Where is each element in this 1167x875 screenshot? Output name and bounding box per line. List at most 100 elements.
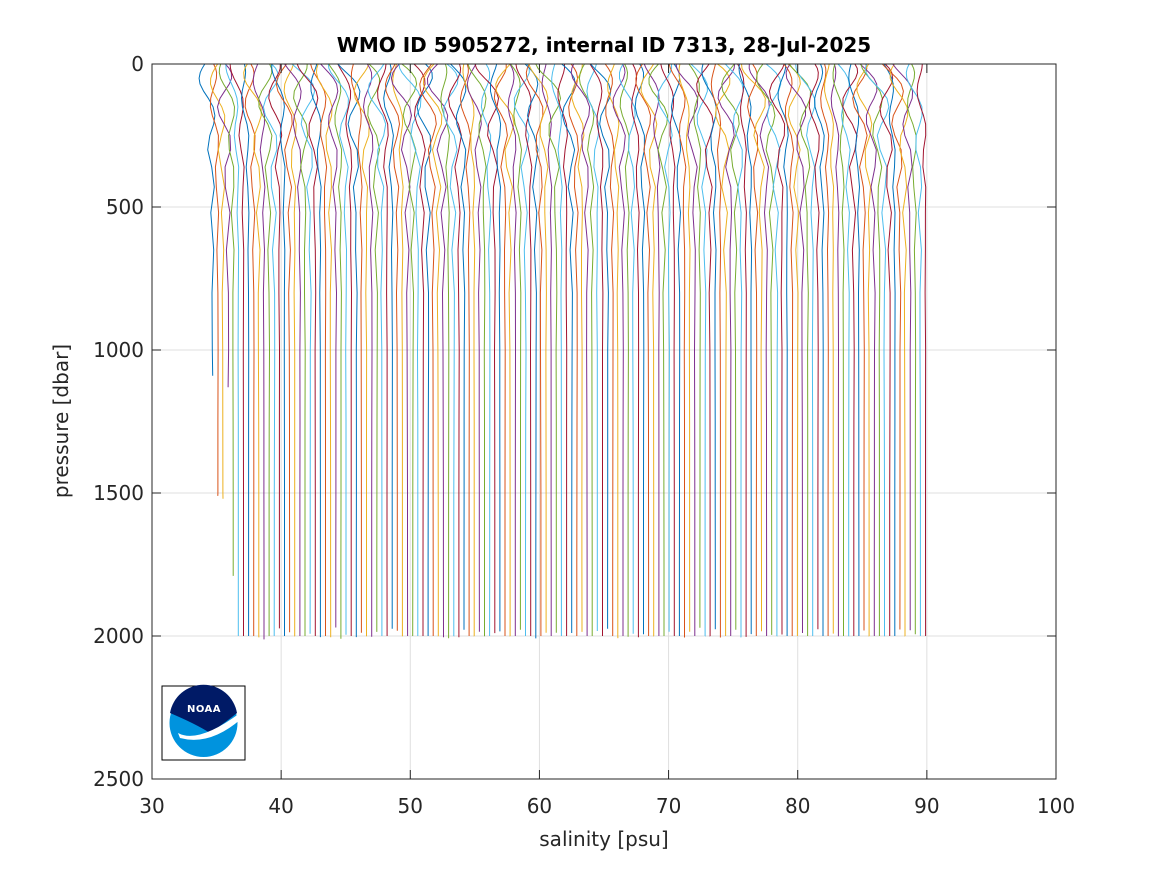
profile-line (268, 63, 283, 629)
profile-line (243, 63, 262, 638)
profile-line (864, 63, 890, 637)
profile-line (824, 63, 835, 634)
profile-line (881, 63, 904, 630)
profile-line (291, 63, 316, 634)
profile-line (507, 63, 517, 636)
profile-line (535, 63, 562, 633)
y-tick-label: 1000 (93, 338, 144, 362)
profile-line (327, 63, 349, 635)
profile-line (216, 63, 233, 388)
profile-line (607, 63, 620, 639)
profile-line (755, 63, 776, 635)
profile-line (570, 63, 591, 636)
profile-line (413, 63, 426, 636)
profile-line (578, 63, 595, 636)
profile-line (717, 63, 736, 636)
profile-line (643, 63, 661, 636)
profile-lines (198, 63, 927, 640)
profile-line (390, 63, 413, 637)
profile-line (551, 63, 563, 636)
profile-line (905, 63, 923, 636)
profile-line (660, 63, 676, 636)
profile-line (604, 63, 615, 636)
profile-line (310, 63, 322, 638)
x-tick-label: 100 (1037, 794, 1075, 818)
profile-line (808, 63, 820, 630)
profile-line (670, 63, 682, 636)
profile-line (525, 63, 544, 636)
profile-line (244, 63, 256, 636)
profile-line (541, 63, 553, 636)
profile-line (889, 63, 909, 637)
profile-line (814, 63, 825, 636)
profile-line (557, 64, 568, 636)
profile-line (635, 63, 652, 636)
profile-line (783, 63, 795, 636)
profile-line (856, 63, 873, 637)
y-axis-label: pressure [dbar] (49, 344, 73, 498)
profile-line (883, 63, 896, 636)
y-tick-label: 2000 (93, 624, 144, 648)
profile-line (275, 63, 293, 633)
profile-line (462, 63, 476, 637)
profile-line (741, 63, 766, 632)
profile-line (795, 63, 816, 636)
plot-frame (151, 63, 1057, 780)
profile-line (296, 63, 319, 636)
y-tick-label: 1500 (93, 481, 144, 505)
profile-line (830, 63, 840, 637)
profile-line (714, 63, 731, 636)
profile-line (283, 63, 297, 637)
profile-line (768, 63, 786, 635)
profile-line (721, 63, 740, 630)
profile-line (353, 63, 370, 637)
profile-line (648, 63, 669, 636)
profile-line (328, 63, 343, 639)
profile-line (524, 63, 539, 639)
profile-line (678, 63, 691, 632)
profile-line (619, 63, 636, 634)
profile-line (443, 63, 459, 637)
profile-line (350, 63, 363, 633)
profile-line (426, 63, 449, 638)
profile-line (848, 63, 861, 636)
profile-line (777, 63, 789, 636)
profile-line (668, 63, 687, 638)
logo-gull-shape (178, 713, 241, 740)
y-tick-label: 0 (131, 52, 144, 76)
profile-line (320, 63, 339, 628)
profile-line (384, 63, 401, 631)
profile-line (315, 63, 333, 638)
profile-line (785, 63, 806, 634)
profile-line (474, 63, 500, 634)
profile-line (383, 63, 394, 629)
profile-line (696, 63, 714, 637)
profile-line (422, 63, 443, 637)
profile-line (490, 63, 502, 632)
profile-line (832, 63, 845, 636)
profile-line (916, 63, 927, 637)
profile-line (209, 63, 220, 496)
x-tick-label: 70 (656, 794, 681, 818)
profile-line (710, 63, 722, 638)
profile-line (337, 63, 361, 638)
profile-line (820, 63, 830, 636)
profile-line (589, 63, 604, 636)
profile-line (209, 63, 226, 499)
y-tick-labels: 0 500 1000 1500 2000 2500 (93, 52, 144, 791)
x-tick-labels: 30 40 50 60 70 80 90 100 (139, 794, 1075, 818)
x-tick-label: 30 (139, 794, 164, 818)
profile-line (337, 63, 353, 636)
profile-line (229, 63, 245, 636)
profile-line (568, 63, 579, 636)
x-axis-label: salinity [psu] (539, 827, 668, 851)
profile-line (688, 63, 702, 628)
profile-line (859, 63, 878, 636)
logo-top-shape (170, 684, 237, 733)
profile-line (748, 63, 770, 636)
x-tick-label: 50 (398, 794, 423, 818)
profile-line (225, 63, 240, 636)
profile-line (528, 63, 549, 633)
x-tick-label: 60 (527, 794, 552, 818)
